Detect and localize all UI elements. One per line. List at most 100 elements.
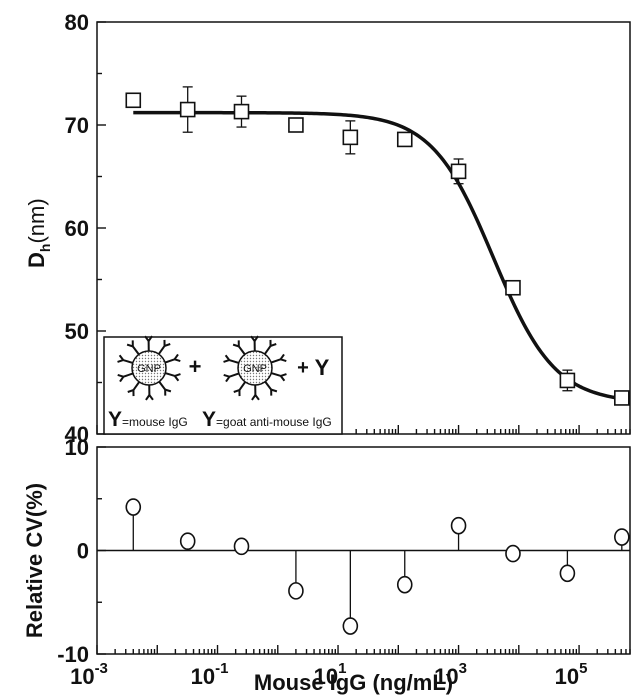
- antibody-arm: [164, 343, 171, 347]
- bottom-axis-ticks: [96, 446, 631, 655]
- gnp-core: [237, 350, 273, 386]
- gnp-label: GNP: [243, 363, 267, 375]
- antibody-arm: [270, 343, 277, 347]
- free-antibody-symbol: Y: [315, 355, 330, 380]
- antibody-stalk: [270, 358, 281, 364]
- bottom-data-points: [125, 498, 630, 635]
- x-tick-label: 10-3: [70, 660, 108, 689]
- bottom-y-axis-label: Relative CV(%): [22, 483, 47, 638]
- top-y-tick-labels: 40 50 60 70 80: [65, 10, 89, 447]
- antibody-arm: [233, 389, 240, 393]
- antibody-stalk: [164, 372, 176, 377]
- x-tick-exponent: 5: [579, 660, 587, 677]
- antibody-arm: [280, 358, 287, 363]
- data-point-circle: [450, 516, 467, 535]
- data-point-circle: [614, 528, 630, 546]
- antibody-arm: [118, 354, 125, 361]
- top-y-tick-label: 60: [65, 216, 89, 241]
- data-point-square: [125, 92, 142, 109]
- legend-2-text: =goat anti-mouse IgG: [216, 415, 332, 429]
- antibody-stalk: [263, 345, 272, 355]
- data-point-circle: [342, 617, 359, 635]
- data-point-square: [559, 372, 576, 389]
- data-point-circle: [288, 582, 304, 600]
- antibody-stalk: [229, 372, 240, 378]
- antibody-arm: [174, 358, 181, 363]
- top-data-points: [125, 92, 630, 406]
- x-tick-labels: 10-3 10-1 101 103 105: [70, 660, 587, 689]
- x-tick-base: 10: [314, 664, 338, 689]
- x-tick-exponent: 3: [459, 660, 467, 677]
- x-tick-label: 101: [314, 660, 347, 689]
- data-point-circle: [233, 537, 250, 556]
- x-tick-base: 10: [70, 664, 94, 689]
- inset-legend-2: Y=goat anti-mouse IgG: [202, 408, 332, 431]
- data-point-circle: [396, 575, 413, 594]
- data-point-square: [233, 103, 250, 120]
- antibody-stalk: [164, 358, 175, 364]
- y-axis-label-subscript: h: [37, 244, 53, 253]
- antibody-arm: [145, 394, 151, 401]
- data-point-square: [179, 101, 196, 118]
- legend-1-symbol: Y: [108, 408, 122, 431]
- x-tick-label: 105: [555, 660, 588, 689]
- antibody-stalk: [158, 381, 166, 391]
- data-point-square: [614, 390, 630, 406]
- plus-sign-1: +: [189, 354, 202, 379]
- x-tick-exponent: -1: [215, 660, 228, 677]
- antibody-stalk: [264, 381, 272, 391]
- bottom-stems: [132, 507, 623, 627]
- gnp-particle-1: GNP: [117, 335, 181, 401]
- gnp-particle-2: GNP: [223, 335, 287, 401]
- bottom-y-tick-labels: -10 0 10: [57, 435, 89, 667]
- antibody-stalk: [238, 381, 247, 391]
- data-point-square: [342, 129, 359, 146]
- bottom-y-tick-label: 10: [65, 435, 89, 460]
- x-axis-label: Mouse IgG (ng/mL): [254, 670, 453, 695]
- data-point-square: [396, 131, 413, 148]
- top-y-axis-label: Dh(nm): [24, 198, 53, 268]
- antibody-arm: [147, 335, 153, 342]
- antibody-arm: [251, 394, 257, 401]
- bottom-y-tick-label: -10: [57, 642, 89, 667]
- inset-schematic: GNP + GNP + Y Y=mouse IgG Y=goat anti-mo…: [103, 335, 343, 435]
- antibody-stalk: [270, 372, 282, 377]
- x-tick-base: 10: [434, 664, 458, 689]
- x-tick-exponent: 1: [338, 660, 346, 677]
- top-y-tick-label: 40: [65, 422, 89, 447]
- data-point-square: [288, 117, 304, 133]
- antibody-stalk: [157, 345, 166, 355]
- gnp-label: GNP: [137, 363, 161, 375]
- antibody-stalk: [132, 381, 141, 391]
- legend-2-symbol: Y: [202, 408, 216, 431]
- antibody-arm: [127, 389, 134, 393]
- top-y-tick-label: 80: [65, 10, 89, 35]
- bottom-y-tick-label: 0: [77, 539, 89, 564]
- fit-curve-line: [133, 110, 623, 401]
- data-point-square: [505, 279, 521, 296]
- data-point-circle: [179, 532, 196, 550]
- antibody-arm: [279, 375, 286, 382]
- antibody-stalk: [228, 359, 240, 364]
- antibody-arm: [253, 335, 259, 342]
- antibody-stalk: [122, 359, 134, 364]
- antibody-stalk: [238, 345, 246, 355]
- antibody-stalk: [132, 345, 140, 355]
- x-tick-label: 103: [434, 660, 467, 689]
- y-axis-label-unit: (nm): [24, 198, 49, 243]
- legend-1-text: =mouse IgG: [122, 415, 188, 429]
- data-point-circle: [505, 544, 521, 563]
- x-tick-base: 10: [191, 664, 215, 689]
- y-axis-label-main: D: [24, 252, 49, 268]
- data-point-square: [450, 163, 467, 180]
- x-tick-label: 10-1: [191, 660, 229, 689]
- gnp-core: [131, 350, 167, 386]
- data-point-circle: [559, 564, 576, 583]
- antibody-arm: [173, 375, 180, 382]
- x-tick-exponent: -3: [95, 660, 108, 677]
- antibody-arm: [224, 354, 231, 361]
- inset-legend-1: Y=mouse IgG: [108, 408, 188, 431]
